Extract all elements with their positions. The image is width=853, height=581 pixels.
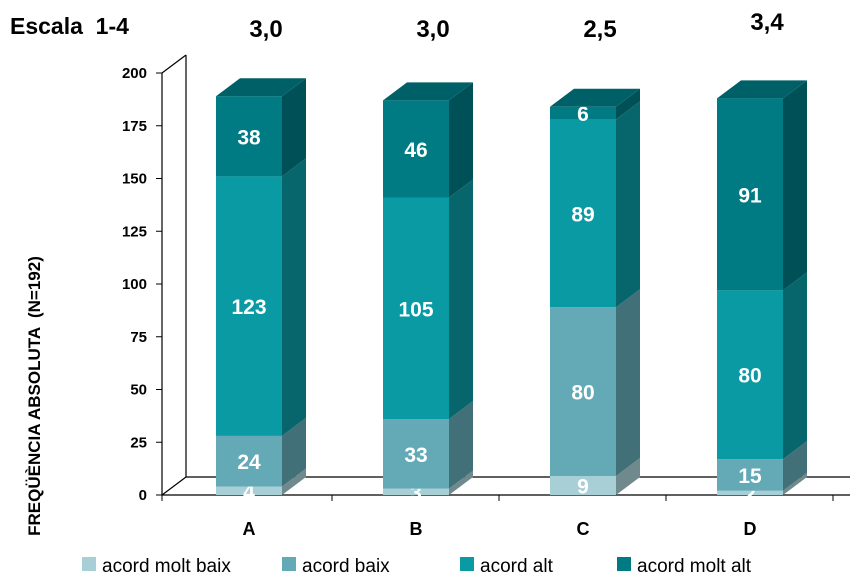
legend-label: acord molt alt — [637, 556, 752, 577]
bar-segment-side — [449, 82, 473, 198]
bar-segment — [717, 98, 783, 291]
legend-label: acord molt baix — [102, 556, 231, 577]
legend: acord molt baix acord baix acord alt acord … — [82, 556, 752, 577]
x-tick-label: B — [410, 519, 423, 539]
back-wall — [186, 55, 850, 477]
legend-item: acord molt baix — [82, 556, 231, 577]
bar-segment — [717, 459, 783, 491]
bar-segment — [383, 419, 449, 489]
data-label: 38 — [237, 126, 261, 149]
data-label: 33 — [404, 444, 427, 467]
legend-label: acord baix — [302, 556, 390, 577]
bar-segment — [383, 488, 449, 495]
bar-segment-side — [449, 401, 473, 489]
legend-item: acord alt — [460, 556, 554, 577]
bar-segment-side — [282, 468, 306, 495]
y-tick-label: 200 — [122, 65, 147, 82]
x-tick-label: D — [744, 519, 757, 539]
category-scores: 3,0 3,0 2,5 3,4 — [249, 9, 784, 43]
scale-label: Escala 1-4 — [10, 13, 129, 39]
legend-swatch — [82, 557, 96, 571]
y-tick-label: 0 — [139, 487, 147, 504]
data-label: 24 — [237, 451, 261, 474]
bar-segment-side — [282, 78, 306, 177]
data-label: 123 — [231, 296, 266, 319]
bar-top-face — [550, 88, 640, 107]
bar-top-face — [383, 82, 473, 101]
bar-segment — [216, 435, 282, 487]
bar-segment — [383, 197, 449, 420]
bar-segment-side — [616, 88, 640, 120]
y-tick-label: 175 — [122, 118, 147, 135]
bar-stack-D: 215 80 91 — [717, 80, 807, 506]
category-score: 3,0 — [249, 16, 282, 43]
bar-segment — [550, 476, 616, 495]
data-label: 91 — [738, 184, 762, 207]
bar-top-face — [216, 78, 306, 97]
y-tick-label: 50 — [130, 382, 147, 399]
data-label: 15 — [738, 465, 762, 488]
legend-swatch — [617, 557, 631, 571]
legend-swatch — [282, 557, 296, 571]
category-score: 2,5 — [583, 16, 616, 43]
bar-segment-side — [783, 272, 807, 460]
x-axis: A B C D — [161, 495, 834, 539]
legend-swatch — [460, 557, 474, 571]
data-label: 89 — [571, 203, 594, 226]
x-tick-label: C — [577, 519, 590, 539]
legend-item: acord molt alt — [617, 556, 752, 577]
bar-segment — [216, 176, 282, 436]
data-label: 3 — [410, 482, 422, 505]
bar-segment — [383, 100, 449, 198]
legend-label: acord alt — [480, 556, 554, 577]
category-score: 3,0 — [416, 16, 449, 43]
y-tick-label: 25 — [130, 434, 147, 451]
y-tick-label: 75 — [130, 329, 147, 346]
data-label: 9 — [577, 476, 589, 499]
y-tick-label: 100 — [122, 276, 147, 293]
y-tick-label: 125 — [122, 223, 147, 240]
data-label: 46 — [404, 139, 427, 162]
bar-segment-side — [282, 158, 306, 436]
bar-stack-C: 9 80 89 6 — [550, 88, 640, 499]
x-tick-label: A — [243, 519, 256, 539]
bar-segment — [216, 96, 282, 177]
data-label: 80 — [738, 365, 761, 388]
bar-segment — [216, 486, 282, 495]
bar-segment — [550, 119, 616, 308]
floor-left-edge — [161, 476, 187, 496]
y-axis: 0 25 50 75 100 125 150 175 200 — [122, 65, 162, 504]
bar-segment — [550, 106, 616, 120]
bar-segment-side — [616, 289, 640, 477]
bar-segment-side — [449, 179, 473, 420]
data-label: 80 — [571, 382, 594, 405]
bar-segment — [717, 290, 783, 460]
bar-segment — [717, 490, 783, 495]
bar-segment — [550, 307, 616, 477]
legend-item: acord baix — [282, 556, 390, 577]
bar-segment-side — [282, 417, 306, 487]
y-axis-label: FREQÜÈNCIA ABSOLUTA (N=192) — [25, 256, 44, 536]
data-label: 2 — [744, 483, 756, 506]
data-label: 6 — [577, 103, 589, 126]
bar-top-face — [717, 80, 807, 99]
bar-segment-side — [783, 80, 807, 291]
bar-segment-side — [616, 458, 640, 495]
wall-top-edge — [161, 54, 187, 74]
data-label: 105 — [398, 298, 433, 321]
bar-segment-side — [783, 441, 807, 491]
bar-segment-side — [449, 470, 473, 495]
category-score: 3,4 — [750, 9, 784, 36]
bar-segment-side — [783, 472, 807, 495]
y-tick-label: 150 — [122, 171, 147, 188]
bar-segment-side — [616, 101, 640, 308]
